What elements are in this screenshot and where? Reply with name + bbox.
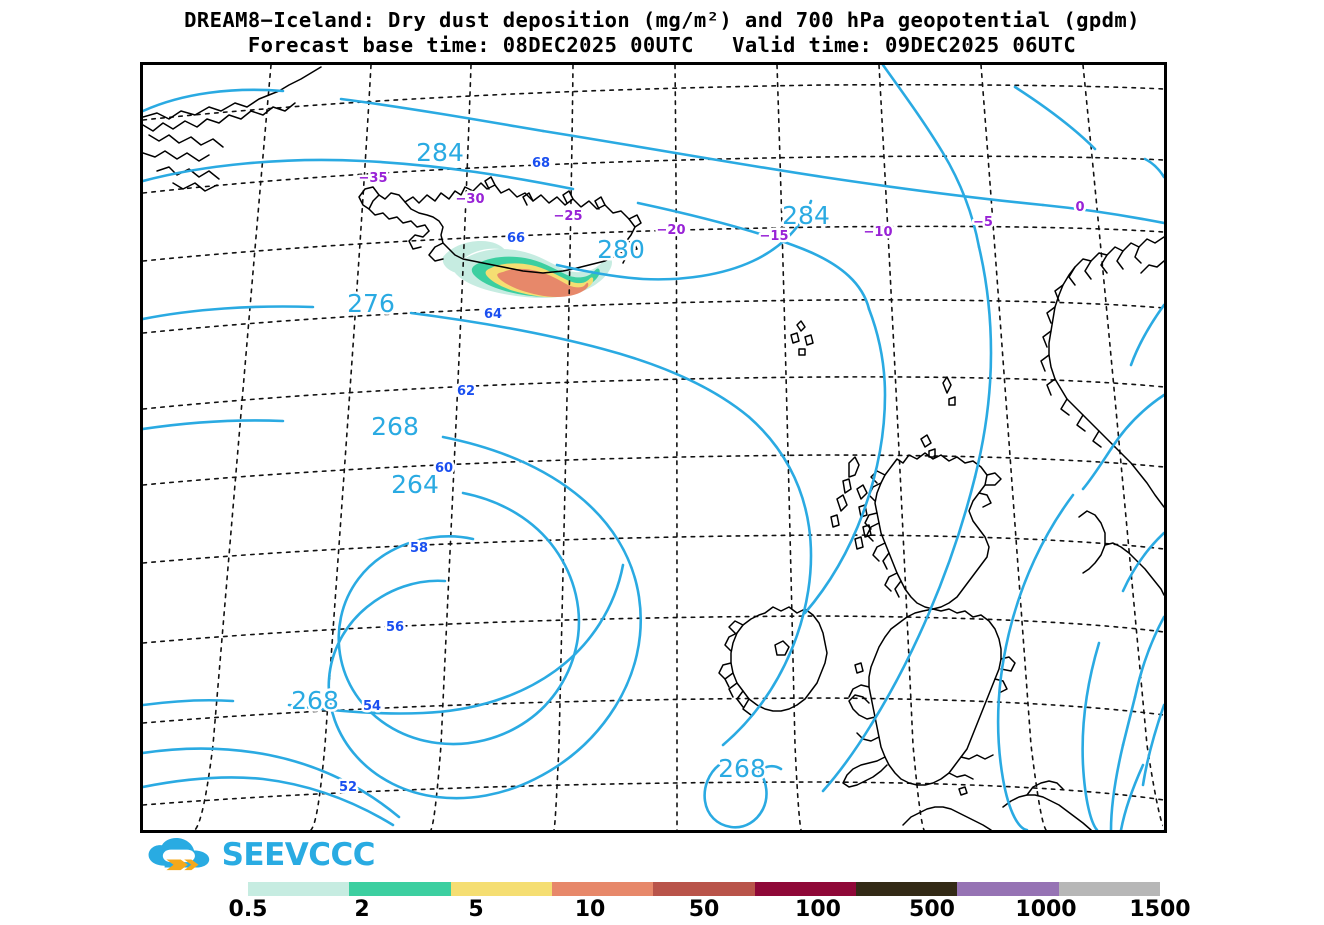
lon-label-minus10: −10 xyxy=(864,225,893,240)
contour-label-halo: 264 xyxy=(391,470,439,499)
contour-label-268: 268 xyxy=(718,754,766,783)
lon-label-minus5: −5 xyxy=(973,215,993,230)
lat-label-52: 52 xyxy=(339,780,357,795)
lat-label-halo: 60 xyxy=(435,461,453,476)
logo-text: SEEVCCC xyxy=(221,836,376,873)
colorbar-band-1 xyxy=(349,882,451,896)
lon-label-halo: −25 xyxy=(554,209,583,224)
map-panel[interactable]: 2842842842842802802802802762762682682642… xyxy=(140,62,1167,833)
lat-label-58: 58 xyxy=(410,541,428,556)
colorbar-label-10: 10 xyxy=(574,897,606,922)
colorbar-label-2: 2 xyxy=(354,897,370,922)
map-canvas: 2842842842842802802802802762762682682642… xyxy=(143,65,1164,830)
lon-label-minus15: −15 xyxy=(760,229,789,244)
lon-label-minus35: −35 xyxy=(359,171,388,186)
chart-title-block: DREAM8−Iceland: Dry dust deposition (mg/… xyxy=(0,8,1324,58)
contour-label-halo: 276 xyxy=(347,289,395,318)
contour-label-halo: 268 xyxy=(718,754,766,783)
lat-label-68: 68 xyxy=(532,156,550,171)
lat-label-halo: 66 xyxy=(507,231,525,246)
lat-label-64: 64 xyxy=(484,307,502,322)
colorbar-tick-labels: 0.5 2 5 10 50 100 500 1000 1500 xyxy=(214,897,1191,923)
page-title: DREAM8−Iceland: Dry dust deposition (mg/… xyxy=(184,8,1140,32)
longitude-labels: −35−35−30−30−25−25−20−20 −15−15 −10−10−5−5… xyxy=(356,169,1087,247)
colorbar-band-5 xyxy=(754,882,856,896)
colorbar-label-5: 5 xyxy=(468,897,484,922)
contour-label-halo: 268 xyxy=(291,686,339,715)
colorbar-label-100: 100 xyxy=(795,897,841,922)
colorbar-band-6 xyxy=(855,882,958,896)
lat-label-halo: 68 xyxy=(532,156,550,171)
colorbar-label-50: 50 xyxy=(688,897,720,922)
contour-label-280: 280 xyxy=(597,235,645,264)
lat-label-62: 62 xyxy=(457,384,475,399)
lon-label-halo: −35 xyxy=(359,171,388,186)
colorbar[interactable]: 0.5 2 5 10 50 100 500 1000 1500 xyxy=(214,882,1191,923)
colorbar-band-0 xyxy=(248,882,350,896)
lat-label-halo: 56 xyxy=(386,620,404,635)
colorbar-band-8 xyxy=(1058,882,1160,896)
contour-label-264: 264 xyxy=(391,470,439,499)
lon-label-halo: −15 xyxy=(760,229,789,244)
lat-label-halo: 58 xyxy=(410,541,428,556)
lon-label-halo: −10 xyxy=(864,225,893,240)
lon-label-0: 0 xyxy=(1075,200,1084,215)
contour-label-halo: 284 xyxy=(416,138,464,167)
graticule xyxy=(143,65,1164,830)
lat-label-60: 60 xyxy=(435,461,453,476)
lat-label-66: 66 xyxy=(507,231,525,246)
lon-label-halo: −20 xyxy=(657,223,686,238)
geopotential-contours xyxy=(143,65,1164,830)
lon-label-halo: −30 xyxy=(456,192,485,207)
contour-label-284: 284 xyxy=(782,201,830,230)
lon-label-halo: −5 xyxy=(973,215,993,230)
coastlines xyxy=(143,66,1164,830)
lat-label-halo: 52 xyxy=(339,780,357,795)
colorbar-band-2 xyxy=(450,882,552,896)
contour-label-268: 268 xyxy=(291,686,339,715)
chart-subtitle: Forecast base time: 08DEC2025 00UTC Vali… xyxy=(247,33,1077,57)
contour-label-halo: 280 xyxy=(597,235,645,264)
colorbar-band-4 xyxy=(653,882,755,896)
lon-label-halo: 0 xyxy=(1075,200,1084,215)
colorbar-label-0.5: 0.5 xyxy=(228,897,268,922)
dust-deposition-plume xyxy=(442,241,612,298)
colorbar-band-7 xyxy=(957,882,1059,896)
colorbar-label-500: 500 xyxy=(909,897,955,922)
colorbar-band-3 xyxy=(551,882,654,896)
colorbar-label-1500: 1500 xyxy=(1129,897,1191,922)
seevccc-logo[interactable]: SEEVCCC xyxy=(145,834,376,876)
lat-label-56: 56 xyxy=(386,620,404,635)
contour-label-276: 276 xyxy=(347,289,395,318)
lat-label-halo: 64 xyxy=(484,307,502,322)
contour-label-halo: 284 xyxy=(782,201,830,230)
lat-label-halo: 54 xyxy=(363,699,381,714)
lon-label-minus25: −25 xyxy=(554,209,583,224)
contour-labels: 2842842842842802802802802762762682682642… xyxy=(289,136,1164,831)
latitude-labels: 6868666664646262606058585656545452525050 xyxy=(336,154,552,798)
lon-label-minus30: −30 xyxy=(456,192,485,207)
lon-label-minus20: −20 xyxy=(657,223,686,238)
contour-label-268: 268 xyxy=(371,412,419,441)
contour-label-284: 284 xyxy=(416,138,464,167)
lat-label-halo: 62 xyxy=(457,384,475,399)
cloud-icon xyxy=(148,838,210,871)
colorbar-label-1000: 1000 xyxy=(1015,897,1077,922)
colorbar-strip xyxy=(248,882,1160,896)
contour-label-halo: 268 xyxy=(371,412,419,441)
lat-label-54: 54 xyxy=(363,699,381,714)
